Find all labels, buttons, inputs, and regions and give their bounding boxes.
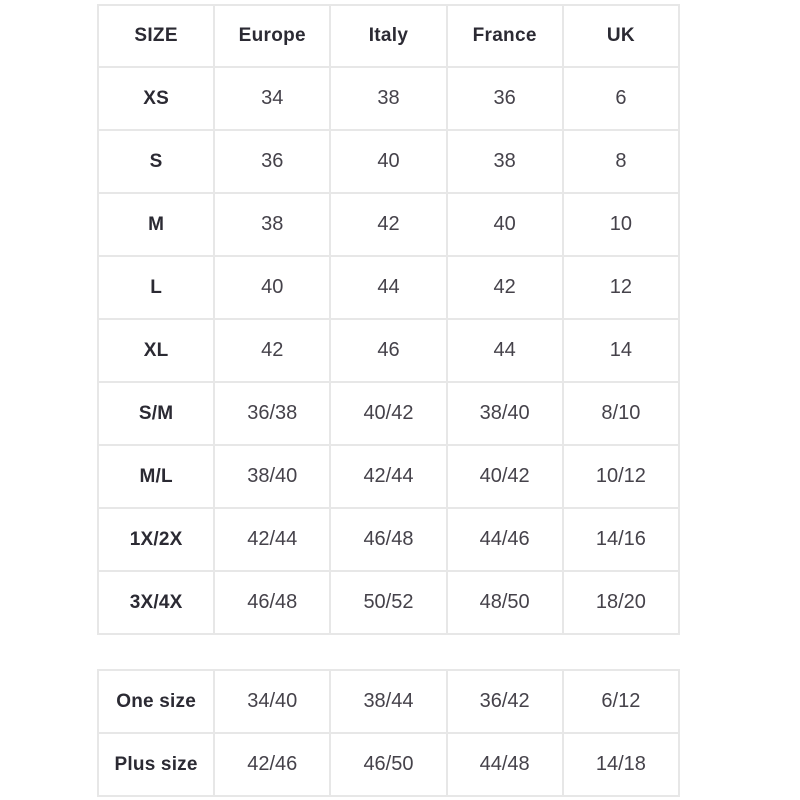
- table-cell: 42/44: [329, 444, 448, 509]
- table-cell: 14/18: [561, 732, 681, 797]
- row-label: Plus size: [96, 732, 216, 797]
- table-cell: 40: [329, 129, 448, 194]
- table-cell: 6: [561, 66, 681, 131]
- table-row-ml: M/L 38/40 42/44 40/42 10/12: [96, 444, 681, 509]
- table-row-one-size: One size 34/40 38/44 36/42 6/12: [96, 669, 681, 734]
- table-row-m: M 38 42 40 10: [96, 192, 681, 257]
- table-cell: 36: [445, 66, 564, 131]
- header-row: SIZE Europe Italy France UK: [96, 4, 681, 68]
- table-cell: 40/42: [445, 444, 564, 509]
- table-cell: 44/46: [445, 507, 564, 572]
- table-cell: 46/50: [329, 732, 448, 797]
- col-header-italy: Italy: [329, 4, 448, 68]
- table-cell: 48/50: [445, 570, 564, 635]
- table-row-xs: XS 34 38 36 6: [96, 66, 681, 131]
- size-conversion-table: SIZE Europe Italy France UK XS 34 38 36 …: [96, 4, 681, 635]
- row-label: M: [96, 192, 216, 257]
- table-cell: 10: [561, 192, 681, 257]
- table-cell: 50/52: [329, 570, 448, 635]
- table-cell: 8: [561, 129, 681, 194]
- row-label: XL: [96, 318, 216, 383]
- col-header-europe: Europe: [213, 4, 332, 68]
- table-cell: 40: [213, 255, 332, 320]
- table-cell: 38: [213, 192, 332, 257]
- table-cell: 40: [445, 192, 564, 257]
- table-cell: 14: [561, 318, 681, 383]
- table-cell: 46/48: [329, 507, 448, 572]
- table-cell: 46/48: [213, 570, 332, 635]
- special-sizes-table: One size 34/40 38/44 36/42 6/12 Plus siz…: [96, 669, 681, 797]
- table-row-s: S 36 40 38 8: [96, 129, 681, 194]
- row-label: XS: [96, 66, 216, 131]
- table-cell: 8/10: [561, 381, 681, 446]
- table-cell: 34/40: [213, 669, 332, 734]
- col-header-france: France: [445, 4, 564, 68]
- table-cell: 40/42: [329, 381, 448, 446]
- table-cell: 42: [329, 192, 448, 257]
- table-cell: 38/40: [213, 444, 332, 509]
- table-cell: 42: [213, 318, 332, 383]
- table-cell: 6/12: [561, 669, 681, 734]
- table-cell: 38: [445, 129, 564, 194]
- row-label: One size: [96, 669, 216, 734]
- table-row-1x2x: 1X/2X 42/44 46/48 44/46 14/16: [96, 507, 681, 572]
- table-row-sm: S/M 36/38 40/42 38/40 8/10: [96, 381, 681, 446]
- table-cell: 36/42: [445, 669, 564, 734]
- table-cell: 44: [445, 318, 564, 383]
- table-row-plus-size: Plus size 42/46 46/50 44/48 14/18: [96, 732, 681, 797]
- table-row-l: L 40 44 42 12: [96, 255, 681, 320]
- row-label: S: [96, 129, 216, 194]
- table-row-3x4x: 3X/4X 46/48 50/52 48/50 18/20: [96, 570, 681, 635]
- row-label: L: [96, 255, 216, 320]
- row-label: 1X/2X: [96, 507, 216, 572]
- table-cell: 46: [329, 318, 448, 383]
- table-cell: 18/20: [561, 570, 681, 635]
- col-header-uk: UK: [561, 4, 681, 68]
- table-cell: 44: [329, 255, 448, 320]
- row-label: M/L: [96, 444, 216, 509]
- table-cell: 36/38: [213, 381, 332, 446]
- table-cell: 38/44: [329, 669, 448, 734]
- table-cell: 36: [213, 129, 332, 194]
- table-cell: 42: [445, 255, 564, 320]
- row-label: S/M: [96, 381, 216, 446]
- table-cell: 34: [213, 66, 332, 131]
- table-cell: 38: [329, 66, 448, 131]
- table-cell: 42/46: [213, 732, 332, 797]
- table-row-xl: XL 42 46 44 14: [96, 318, 681, 383]
- row-label: 3X/4X: [96, 570, 216, 635]
- table-cell: 10/12: [561, 444, 681, 509]
- table-cell: 42/44: [213, 507, 332, 572]
- col-header-size: SIZE: [96, 4, 216, 68]
- table-cell: 12: [561, 255, 681, 320]
- table-cell: 14/16: [561, 507, 681, 572]
- table-cell: 44/48: [445, 732, 564, 797]
- table-cell: 38/40: [445, 381, 564, 446]
